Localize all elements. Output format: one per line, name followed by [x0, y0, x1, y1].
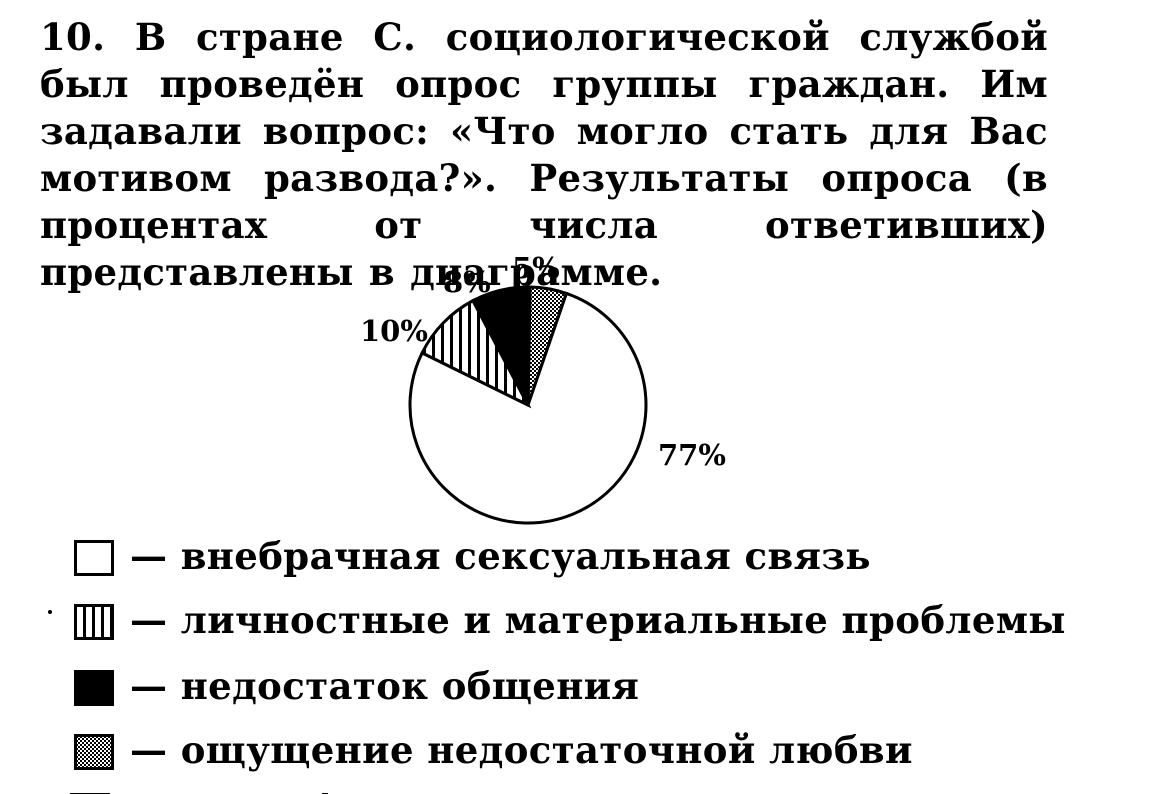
legend-separator: — — [130, 664, 168, 708]
legend-swatch-dotted — [74, 734, 114, 770]
pie-slice-blank — [408, 291, 648, 525]
legend-swatch-stripes — [74, 604, 114, 640]
pie-label-dotted: 5% — [512, 251, 560, 285]
legend-label: ощущение недостаточной любви — [180, 728, 913, 772]
cropped-next-line — [70, 786, 970, 794]
pie-label-solid-black: 8% — [443, 265, 491, 299]
pie-label-vertical-stripes: 10% — [360, 314, 428, 348]
legend-swatch-solid — [74, 670, 114, 706]
problem-statement: 10. В стране С. социологической службой … — [40, 14, 1048, 296]
print-speck — [48, 610, 52, 614]
legend-label: недостаток общения — [180, 664, 640, 708]
problem-text: В стране С. социологической службой был … — [40, 15, 1048, 294]
pie-label-blank: 77% — [658, 438, 726, 472]
legend-separator: — — [130, 598, 168, 642]
legend-label: личностные и материальные проблемы — [180, 598, 1066, 642]
problem-number: 10. — [40, 15, 106, 59]
legend-swatch-blank — [74, 540, 114, 576]
pie-labels: 77% 10% 8% 5% — [360, 251, 726, 472]
legend-label: внебрачная сексуальная связь — [180, 534, 871, 578]
pie-slices — [408, 285, 648, 525]
legend-separator: — — [130, 728, 168, 772]
pie-slice-solid-black — [470, 285, 532, 406]
legend-separator: — — [130, 534, 168, 578]
